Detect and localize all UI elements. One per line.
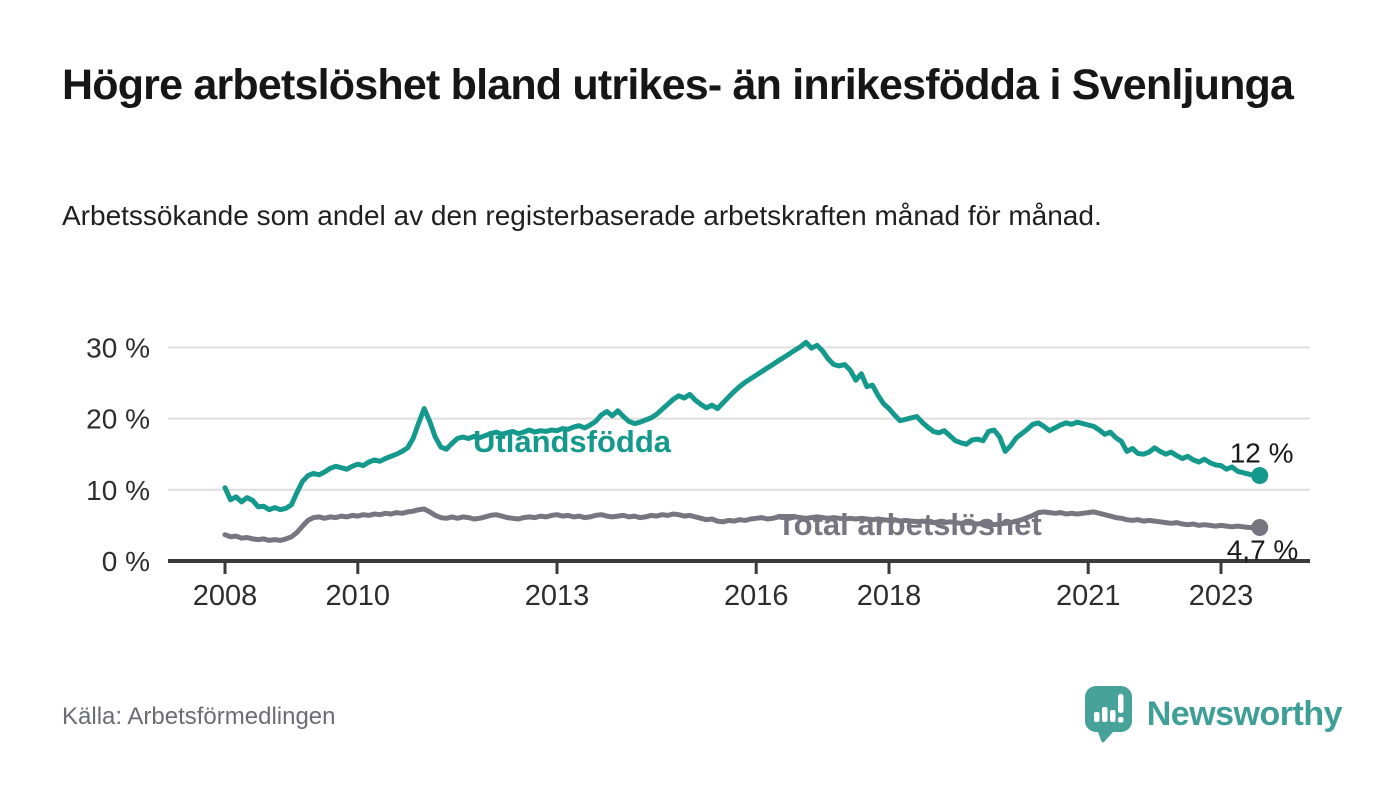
chart-title: Högre arbetslöshet bland utrikes- än inr… [62, 61, 1294, 109]
chart-subtitle: Arbetssökande som andel av den registerb… [62, 200, 1102, 231]
newsworthy-logo-text: Newsworthy [1146, 694, 1343, 733]
series-label-0: Utlandsfödda [473, 424, 672, 459]
x-tick-label-2023: 2023 [1189, 580, 1254, 612]
x-tick-label-2018: 2018 [857, 580, 922, 612]
y-tick-label-10: 10 % [86, 475, 150, 506]
series-label-1: Total arbetslöshet [777, 507, 1042, 542]
series-end-value-1: 4,7 % [1227, 535, 1299, 566]
source-note: Källa: Arbetsförmedlingen [62, 703, 336, 730]
x-tick-label-2010: 2010 [326, 580, 391, 612]
y-tick-label-20: 20 % [86, 404, 150, 435]
series-end-dot-0 [1251, 467, 1269, 485]
series-line-0 [222, 339, 1263, 513]
series-line-1 [222, 506, 1263, 543]
x-tick-label-2016: 2016 [724, 580, 789, 612]
series-end-dot-1 [1251, 519, 1269, 537]
y-tick-label-30: 30 % [86, 332, 150, 363]
series-end-value-0: 12 % [1230, 438, 1294, 469]
x-tick-label-2008: 2008 [193, 580, 258, 612]
newsworthy-logo-icon [1084, 686, 1132, 743]
x-tick-label-2013: 2013 [525, 580, 590, 612]
x-tick-label-2021: 2021 [1056, 580, 1121, 612]
newsworthy-logo: Newsworthy [1083, 684, 1343, 744]
y-tick-label-0: 0 % [102, 546, 150, 577]
